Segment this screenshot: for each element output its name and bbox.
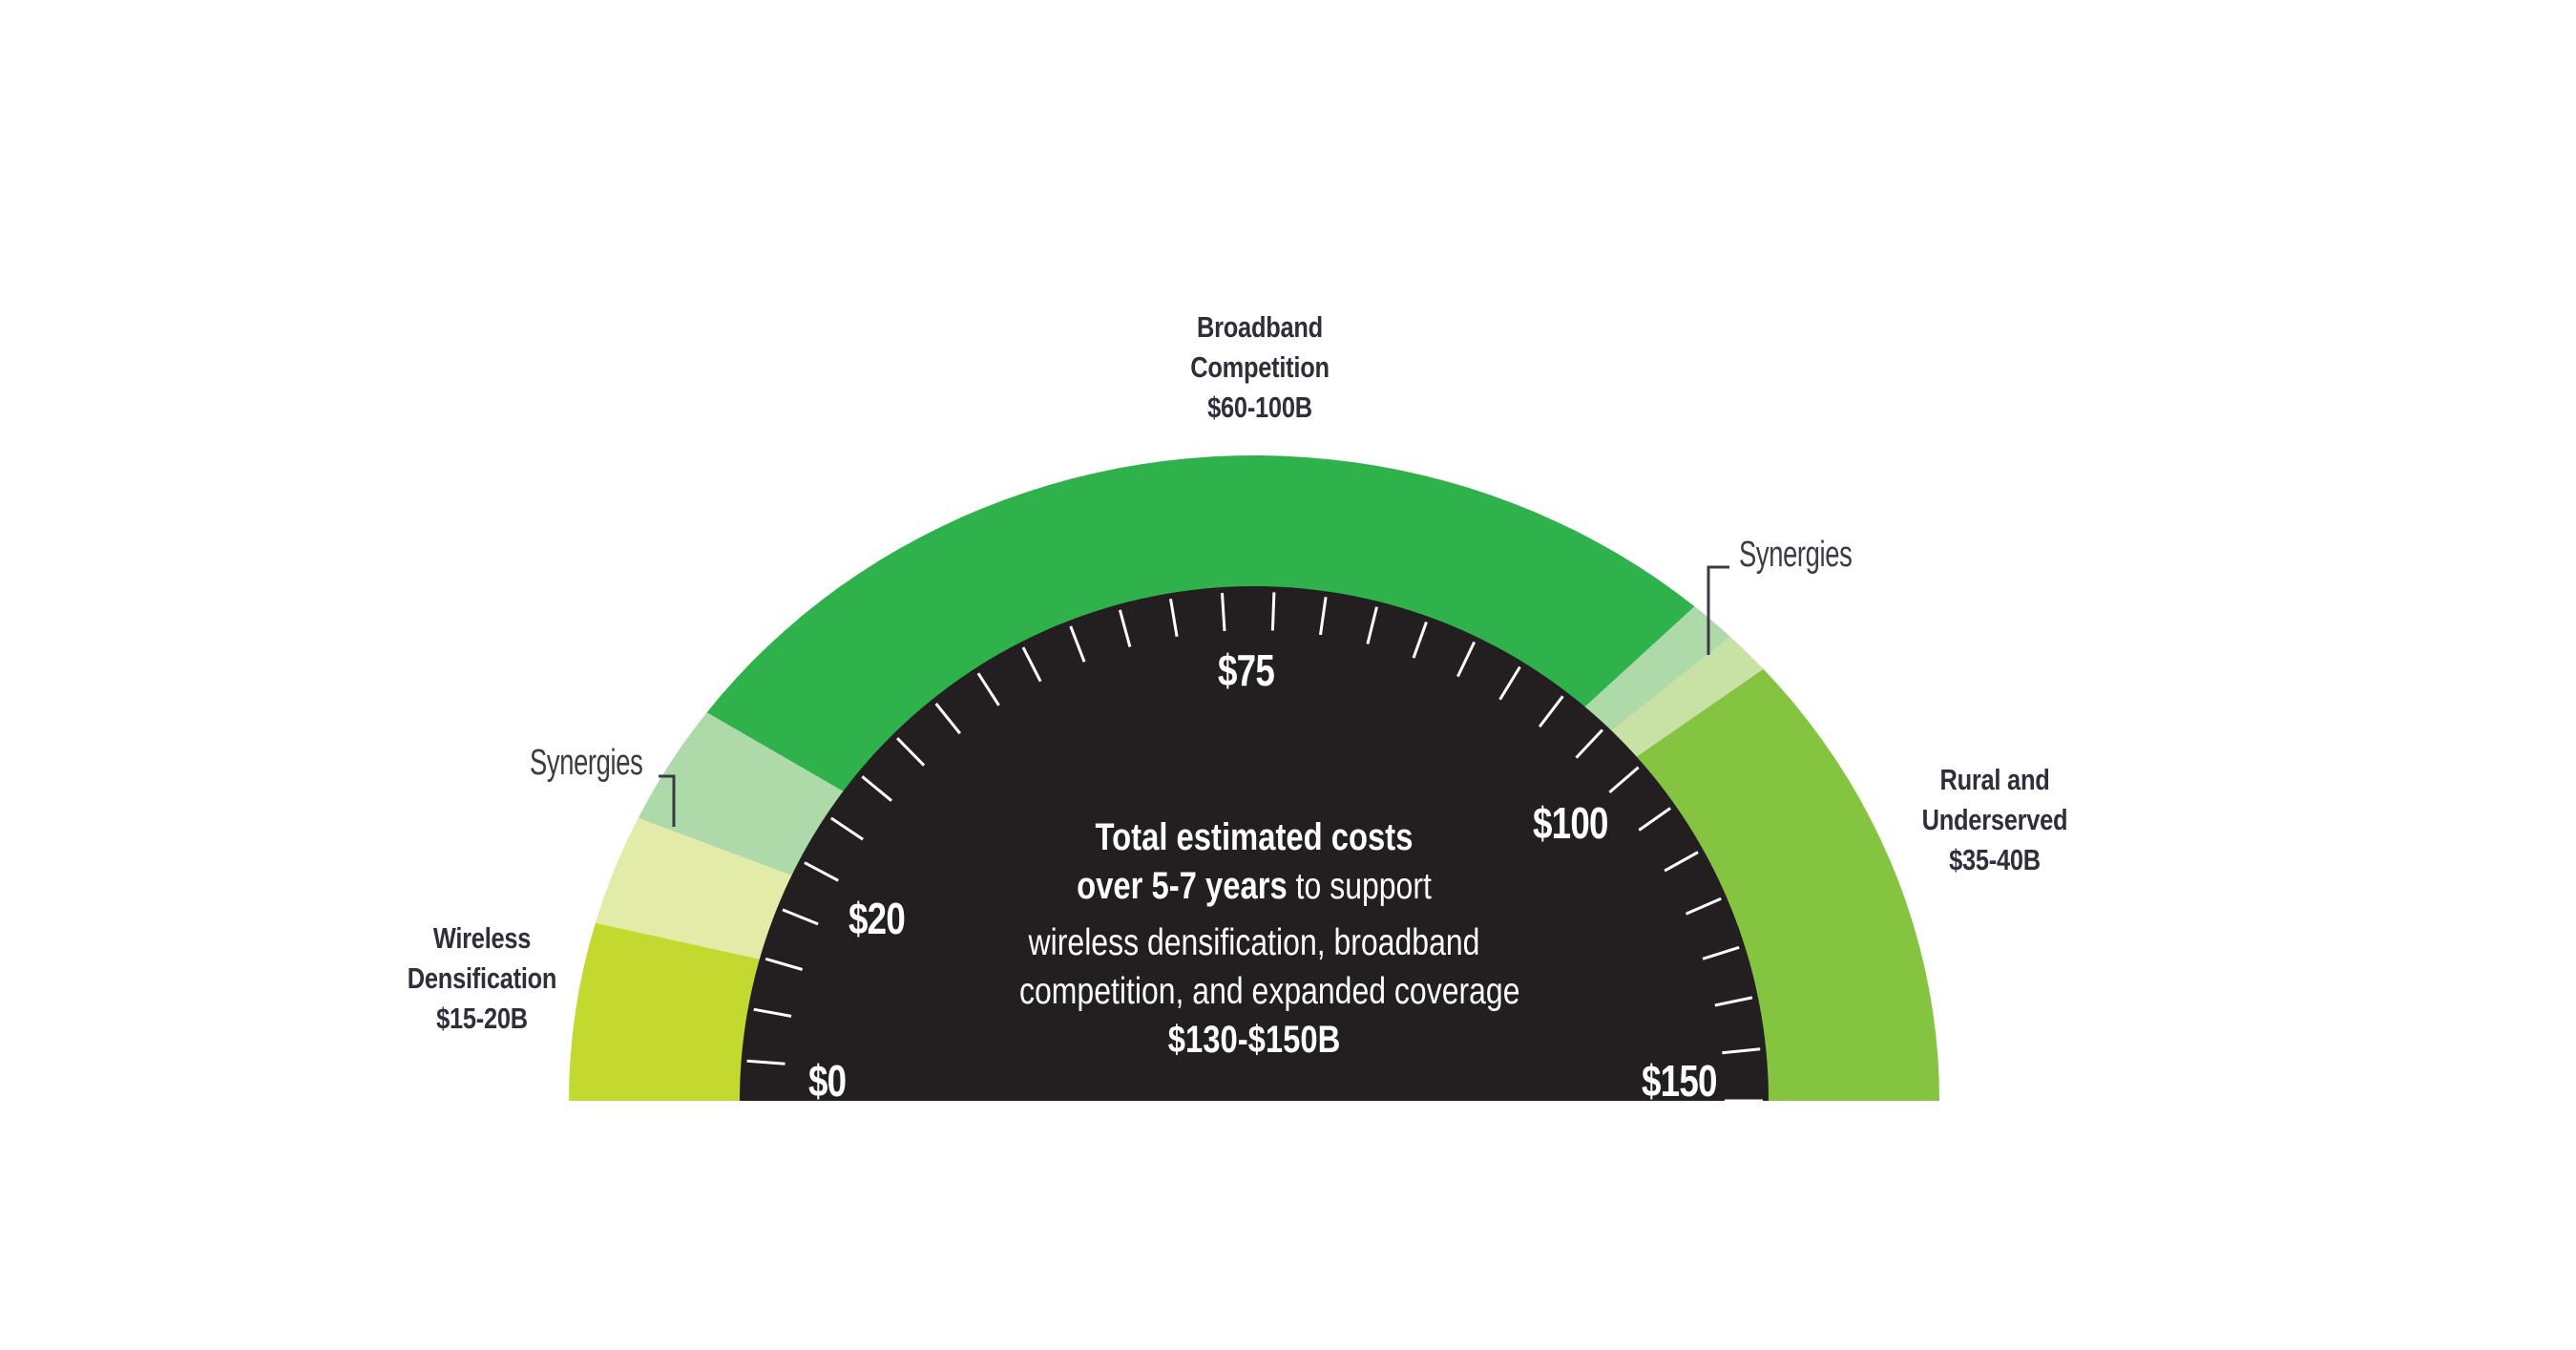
tick-mark: [1538, 695, 1564, 728]
dial-face: [740, 586, 1769, 1101]
center-title-line1: Total estimated costs: [1095, 816, 1414, 858]
tick-mark: [746, 1059, 785, 1065]
segment-synergies-rural: [1610, 636, 1764, 758]
tick-mark: [1412, 621, 1428, 659]
tick-mark: [1702, 945, 1740, 960]
broadband-label-line1: Broadband: [1197, 310, 1323, 344]
tick-label-100: $100: [1533, 798, 1608, 848]
segment-rural-and-underserved: [1635, 668, 1939, 1101]
center-description-line3: wireless densification, broadband: [1028, 922, 1480, 963]
wireless-label-range: $15-20B: [436, 1002, 528, 1035]
rural-label-range: $35-40B: [1949, 843, 2041, 876]
segment-synergies-broadband: [1583, 606, 1730, 732]
tick-mark: [782, 908, 819, 926]
tick-label-150: $150: [1642, 1056, 1717, 1106]
tick-mark: [1270, 592, 1276, 631]
tick-mark: [1685, 896, 1722, 916]
center-total: $130-$150B: [1167, 1019, 1341, 1061]
tick-mark: [1456, 641, 1476, 678]
tick-mark: [896, 737, 926, 767]
tick-mark: [1714, 996, 1753, 1007]
center-description: Total estimated costs over 5-7 years to …: [968, 813, 1540, 1065]
tick-mark: [829, 816, 864, 841]
tick-mark: [1118, 609, 1132, 647]
tick-mark: [934, 703, 961, 735]
tick-mark: [1722, 1047, 1761, 1055]
segment-wireless-densification: [569, 922, 762, 1101]
segment-broadband-competition: [706, 455, 1695, 792]
tick-mark: [1319, 597, 1328, 636]
tick-mark: [764, 957, 804, 971]
tick-marks: [746, 592, 1763, 1103]
tick-mark: [1169, 598, 1179, 637]
synergies-left-connector: [659, 774, 676, 827]
tick-mark: [976, 672, 1000, 707]
center-description-line4: competition, and expanded coverage: [1019, 971, 1520, 1012]
synergies-right-label: Synergies: [1739, 535, 1853, 575]
broadband-label-range: $60-100B: [1207, 390, 1312, 424]
tick-mark: [861, 775, 893, 802]
tick-mark: [1021, 646, 1042, 683]
tick-label-75: $75: [1218, 645, 1275, 695]
tick-mark: [1638, 807, 1671, 832]
synergies-left-label: Synergies: [530, 743, 643, 783]
rural-label-line1: Rural and: [1939, 763, 2050, 796]
tick-mark: [1498, 665, 1521, 701]
tick-mark: [1664, 851, 1699, 873]
rural-label-line2: Underserved: [1921, 803, 2068, 836]
broadband-label-line2: Competition: [1190, 350, 1330, 384]
wireless-label-line2: Densification: [407, 961, 557, 995]
wireless-label-line1: Wireless: [432, 921, 532, 955]
wireless-densification-label: Wireless Densification $15-20B: [376, 918, 587, 1039]
tick-mark: [1069, 625, 1086, 663]
tick-label-20: $20: [848, 894, 906, 943]
tick-mark: [1608, 766, 1640, 794]
tick-mark: [1575, 728, 1603, 759]
center-title-rest: to support: [1287, 866, 1432, 907]
synergies-right-connector: [1707, 565, 1729, 655]
center-title-period: over 5-7 years: [1077, 865, 1288, 907]
segment-synergies-broadband: [638, 712, 846, 876]
rural-underserved-label: Rural and Underserved $35-40B: [1889, 760, 2100, 880]
tick-mark: [1366, 606, 1378, 644]
tick-mark: [804, 861, 840, 882]
tick-mark: [753, 1007, 792, 1018]
tick-mark: [1221, 593, 1226, 632]
segment-synergies-wireless: [595, 817, 794, 960]
gauge-segments: [569, 455, 1939, 1101]
broadband-competition-label: Broadband Competition $60-100B: [1135, 307, 1385, 428]
tick-label-0: $0: [808, 1056, 847, 1106]
